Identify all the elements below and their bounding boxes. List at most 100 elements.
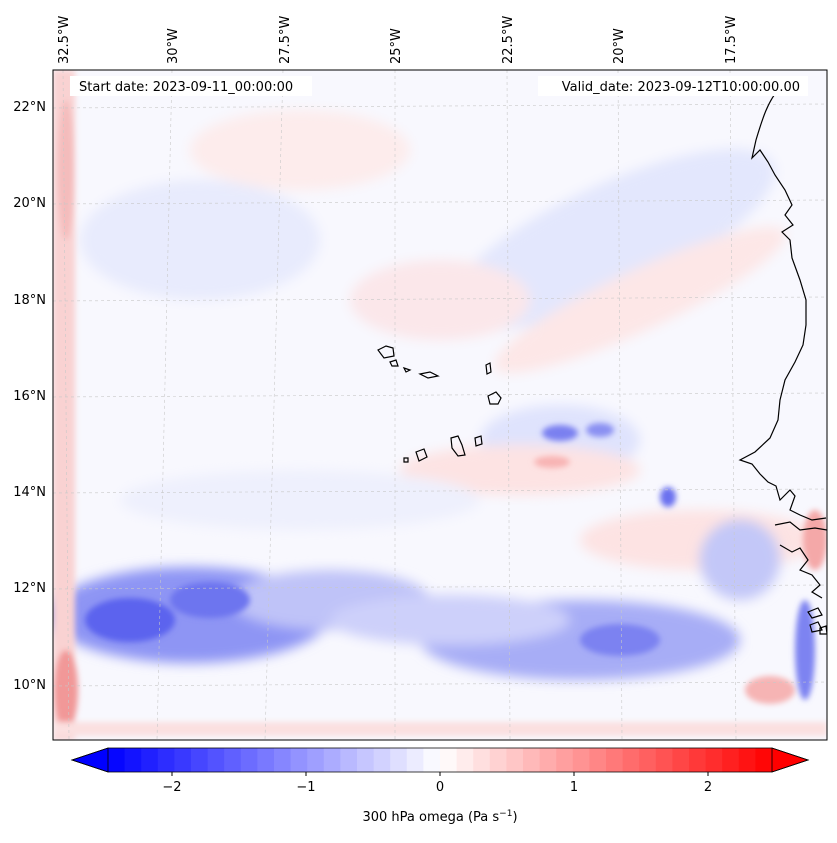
colorbar-step [307, 748, 325, 772]
colorbar-step [440, 748, 458, 772]
colorbar-outline [70, 747, 810, 773]
lat-label: 20°N [13, 196, 46, 211]
valid-date-label: Valid_date: 2023-09-12T10:00:00.00 [562, 80, 800, 95]
map-frame [52, 69, 828, 741]
omega-strong-negative-core [85, 598, 175, 642]
colorbar-tick-label: 2 [704, 780, 712, 795]
colorbar-extend-high [771, 747, 810, 773]
colorbar-step [738, 748, 756, 772]
lat-label: 14°N [13, 485, 46, 500]
cape-verde-sao-nicolau [418, 371, 440, 379]
colorbar-step [124, 748, 142, 772]
colorbar-step [390, 748, 408, 772]
lat-label: 22°N [13, 100, 46, 115]
map-gridlines [53, 70, 827, 740]
colorbar-step [523, 748, 541, 772]
colorbar-extend-low [70, 747, 109, 773]
bijagos-islands [807, 607, 827, 635]
colorbar-step [323, 748, 341, 772]
meridian-gridline [264, 70, 284, 740]
cape-verde-sao-vicente [389, 359, 399, 367]
colorbar-step [572, 748, 590, 772]
guinea-bissau-coastline [779, 544, 823, 599]
colorbar-step [606, 748, 624, 772]
lon-label: 32.5°W [57, 16, 72, 64]
lat-label: 12°N [13, 581, 46, 596]
colorbar-tick-label: −2 [162, 780, 181, 795]
colorbar-step [108, 748, 126, 772]
cape-verde-boa-vista [487, 391, 502, 405]
colorbar-step [689, 748, 707, 772]
omega-band-positive [494, 227, 786, 373]
cape-verde-santiago [450, 435, 466, 457]
colorbar-ticks: −2 −1 0 1 2 [162, 772, 712, 795]
colorbar-step [556, 748, 574, 772]
lon-label: 30°W [166, 28, 181, 64]
omega-strong-negative-core [580, 624, 660, 656]
omega-positive-core [745, 676, 795, 704]
latitude-labels: 22°N 20°N 18°N 16°N 14°N 12°N 10°N [13, 100, 46, 693]
omega-negative-core [660, 487, 676, 507]
west-africa-coastline [738, 87, 827, 521]
colorbar-step [406, 748, 424, 772]
colorbar-step [755, 748, 773, 772]
colorbar-step [705, 748, 723, 772]
meridian-gridline [729, 70, 737, 740]
colorbar-step [489, 748, 507, 772]
colorbar-step [639, 748, 657, 772]
colorbar-step [257, 748, 275, 772]
cape-verde-brava [403, 457, 409, 463]
colorbar-tick-label: 1 [570, 780, 578, 795]
omega-weak-positive-region [350, 260, 530, 340]
omega-boundary-strip [53, 70, 75, 740]
omega-positive-region [580, 510, 820, 570]
lon-label: 25°W [389, 28, 404, 64]
omega-weak-negative-region [120, 470, 480, 530]
colorbar-step [622, 748, 640, 772]
cape-verde-santa-luzia [402, 366, 412, 373]
colorbar-step [655, 748, 673, 772]
colorbar-step [240, 748, 258, 772]
omega-weak-negative-region [80, 180, 320, 300]
colorbar-label-main: 300 hPa omega (Pa s [362, 810, 499, 825]
colorbar-step [157, 748, 175, 772]
colorbar-step [274, 748, 292, 772]
omega-negative-core [586, 423, 614, 437]
omega-negative-region [700, 520, 780, 600]
omega-boundary-positive [54, 650, 78, 730]
colorbar-fill [108, 748, 773, 772]
colorbar: −2 −1 0 1 2 300 hPa omega (Pa s−1) [70, 747, 810, 825]
colorbar-step [357, 748, 375, 772]
lat-label: 16°N [13, 389, 46, 404]
cape-verde-maio [474, 435, 483, 447]
colorbar-step [174, 748, 192, 772]
omega-negative-core [542, 425, 578, 441]
omega-positive-region [400, 445, 640, 495]
colorbar-step [672, 748, 690, 772]
lat-label: 18°N [13, 293, 46, 308]
omega-boundary-negative [795, 600, 815, 700]
colorbar-step [207, 748, 225, 772]
colorbar-label-superscript: −1 [499, 809, 512, 819]
lon-label: 20°W [612, 28, 627, 64]
colorbar-step [290, 748, 308, 772]
colorbar-step [722, 748, 740, 772]
colorbar-tick-label: −1 [296, 780, 315, 795]
colorbar-label-end: ) [512, 810, 517, 825]
colorbar-step [589, 748, 607, 772]
gambia-coastline [774, 521, 827, 531]
colorbar-step [539, 748, 557, 772]
meridian-gridline [62, 70, 70, 740]
colorbar-step [456, 748, 474, 772]
cape-verde-fogo [415, 448, 428, 462]
omega-field [53, 70, 827, 740]
omega-boundary-positive [803, 510, 827, 570]
lon-label: 27.5°W [278, 16, 293, 64]
omega-boundary-strip [53, 722, 827, 736]
colorbar-step [423, 748, 441, 772]
omega-weak-positive-region [190, 110, 410, 190]
omega-strong-negative-core [170, 582, 250, 618]
lon-label: 17.5°W [724, 16, 739, 64]
start-date-label: Start date: 2023-09-11_00:00:00 [79, 80, 293, 95]
